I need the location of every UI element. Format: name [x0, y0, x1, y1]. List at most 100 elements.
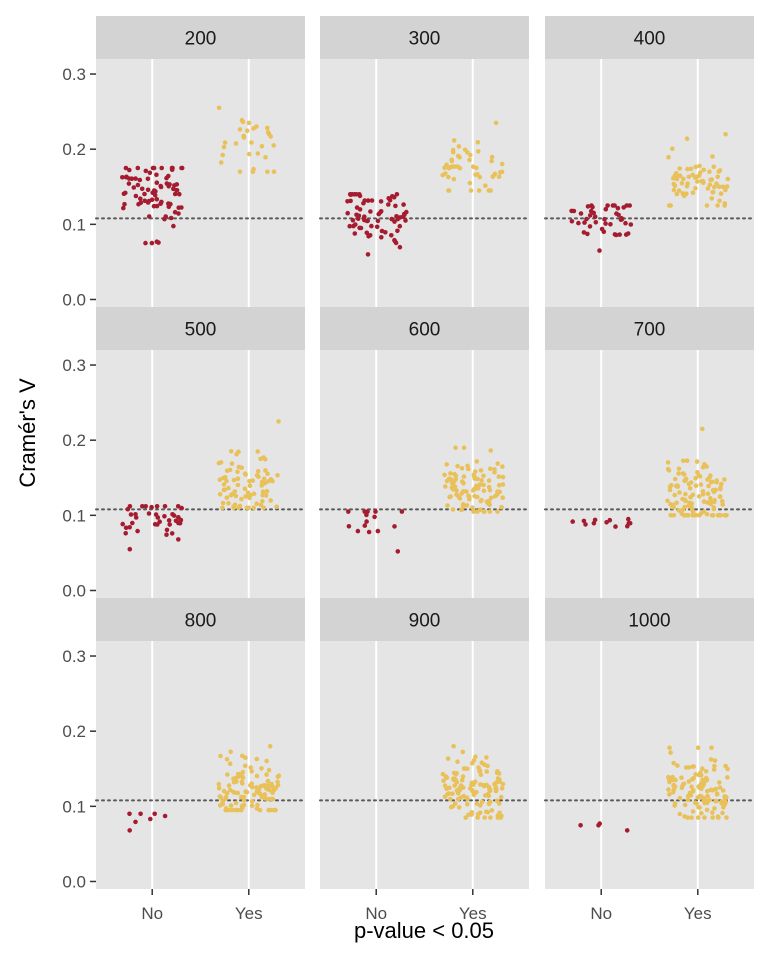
- x-tick-label: Yes: [459, 904, 487, 923]
- data-point: [138, 196, 143, 201]
- data-point: [151, 188, 157, 193]
- y-tick-label: 0.0: [62, 872, 86, 891]
- data-point: [154, 180, 160, 185]
- data-point: [614, 211, 619, 216]
- data-point: [167, 182, 172, 187]
- data-point: [265, 471, 270, 477]
- data-point: [224, 757, 230, 762]
- data-point: [443, 484, 448, 489]
- data-point: [401, 202, 406, 207]
- data-point: [451, 138, 457, 143]
- data-point: [687, 486, 693, 491]
- facet-strip: [320, 598, 529, 641]
- data-point: [261, 455, 266, 460]
- facet-strip-label: 1000: [628, 611, 670, 632]
- data-point: [489, 808, 495, 813]
- data-point: [456, 144, 462, 149]
- data-point: [626, 516, 631, 522]
- data-point: [488, 815, 493, 820]
- data-point: [710, 787, 716, 793]
- data-point: [700, 783, 706, 789]
- data-point: [496, 474, 502, 479]
- data-point: [355, 528, 361, 534]
- data-point: [683, 512, 689, 518]
- data-point: [708, 499, 714, 505]
- data-point: [392, 524, 397, 529]
- data-point: [357, 225, 362, 231]
- data-point: [582, 220, 587, 225]
- data-point: [711, 489, 717, 495]
- data-point: [261, 505, 267, 511]
- data-point: [707, 182, 713, 187]
- y-tick-label: 0.0: [62, 581, 86, 600]
- facet-panel: 200 0.0 0.1 0.2 0.3: [62, 16, 306, 309]
- data-point: [668, 513, 673, 518]
- data-point: [581, 230, 587, 235]
- data-point: [127, 828, 132, 833]
- data-point: [235, 469, 240, 475]
- y-tick-label: 0.2: [62, 722, 86, 741]
- facet-strip: [545, 598, 754, 641]
- data-point: [259, 144, 265, 149]
- data-point: [722, 477, 727, 482]
- data-point: [262, 783, 268, 788]
- data-point: [700, 492, 706, 497]
- data-point: [697, 793, 702, 799]
- data-point: [137, 177, 143, 183]
- data-point: [495, 509, 500, 514]
- data-point: [710, 810, 715, 815]
- data-point: [603, 221, 608, 226]
- data-point: [689, 501, 695, 506]
- data-point: [495, 461, 501, 466]
- data-point: [676, 466, 682, 472]
- data-point: [688, 166, 694, 172]
- data-point: [242, 486, 248, 492]
- data-point: [688, 792, 694, 798]
- y-axis-title: Cramér's V: [15, 378, 40, 488]
- data-point: [490, 173, 496, 179]
- data-point: [697, 163, 702, 169]
- data-point: [356, 213, 362, 219]
- data-point: [459, 466, 465, 471]
- facet-panel: 700: [544, 307, 755, 598]
- data-point: [463, 815, 469, 820]
- data-point: [710, 815, 715, 820]
- facet-panel: 600: [319, 307, 530, 598]
- data-point: [457, 154, 462, 160]
- data-point: [125, 506, 131, 512]
- data-point: [218, 753, 223, 759]
- data-point: [671, 513, 677, 518]
- data-point: [179, 165, 184, 171]
- data-point: [441, 778, 446, 783]
- data-point: [666, 203, 672, 208]
- data-point: [176, 537, 181, 542]
- data-point: [671, 187, 677, 193]
- data-point: [500, 464, 505, 469]
- data-point: [581, 518, 587, 524]
- data-point: [474, 801, 480, 806]
- data-point: [497, 810, 502, 816]
- data-point: [698, 511, 704, 516]
- data-point: [143, 168, 149, 174]
- data-point: [680, 507, 686, 512]
- data-point: [364, 519, 369, 524]
- data-point: [231, 477, 237, 483]
- data-point: [477, 810, 483, 816]
- data-point: [685, 181, 690, 186]
- data-point: [469, 810, 475, 815]
- data-point: [487, 509, 493, 514]
- data-point: [447, 796, 453, 802]
- data-point: [677, 795, 683, 801]
- data-point: [676, 471, 681, 476]
- data-point: [720, 502, 725, 507]
- data-point: [585, 204, 591, 209]
- facet-strip: [96, 16, 305, 59]
- data-point: [247, 478, 252, 484]
- data-point: [584, 216, 589, 222]
- data-point: [232, 489, 238, 494]
- data-point: [133, 193, 139, 199]
- panel-background: [96, 350, 305, 598]
- data-point: [711, 767, 717, 772]
- x-tick-label: No: [590, 904, 612, 923]
